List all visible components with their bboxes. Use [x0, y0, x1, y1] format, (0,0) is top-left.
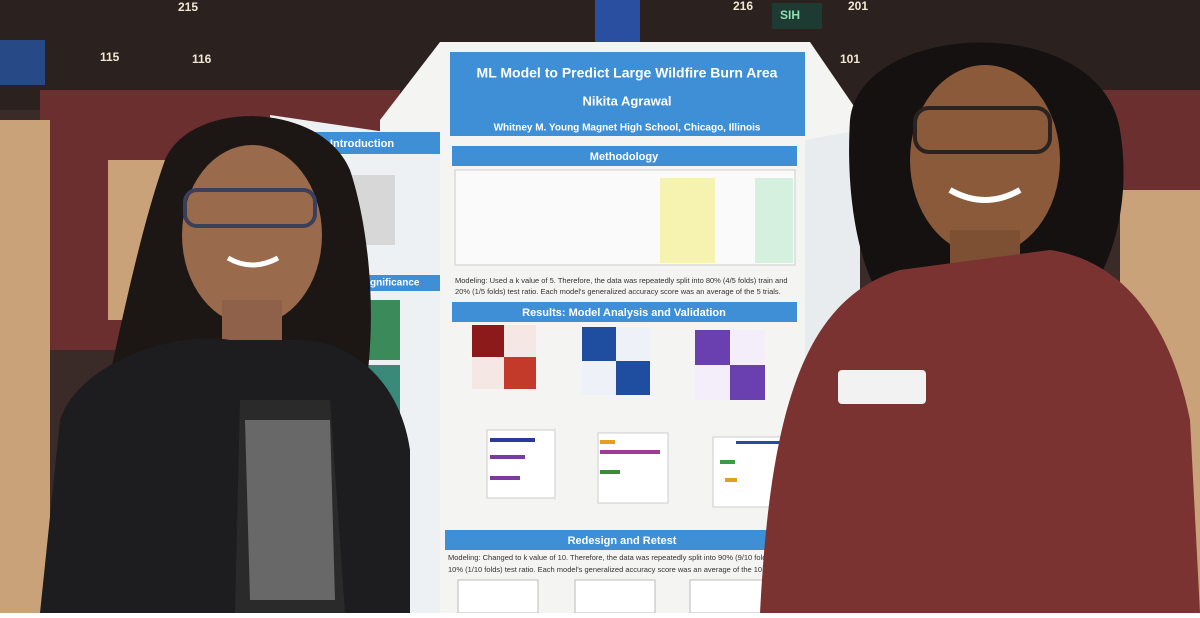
- section-heading: Results: Model Analysis and Validation: [522, 307, 726, 319]
- person-left: [40, 116, 410, 613]
- section-sign: 201: [848, 0, 868, 13]
- body-text: Modeling: Used a k value of 5. Therefore…: [455, 276, 788, 285]
- flowchart-lane: [755, 178, 793, 263]
- plot: [689, 579, 771, 614]
- importance-charts: [486, 429, 786, 508]
- poster-title: ML Model to Predict Large Wildfire Burn …: [477, 65, 778, 81]
- scoreboard: [772, 3, 822, 29]
- flowchart: [454, 169, 796, 266]
- plot: [574, 579, 656, 614]
- body-text: 20% (1/5 folds) test ratio. Each model's…: [455, 287, 781, 296]
- board-left: [0, 120, 50, 613]
- section-heading: Methodology: [590, 151, 659, 163]
- title-banner: [450, 52, 805, 136]
- section-heading: Significance: [361, 278, 420, 289]
- section-heading: Redesign and Retest: [568, 535, 677, 547]
- blue-banner: [595, 0, 640, 42]
- section-header: [445, 530, 800, 550]
- body-text: Modeling: Changed to k value of 10. Ther…: [448, 553, 804, 562]
- section-sign: 115: [100, 50, 120, 64]
- flowchart-lane: [660, 178, 715, 263]
- section-sign: 101: [840, 52, 860, 66]
- person-right: [760, 42, 1200, 613]
- scoreboard-text: SIH: [780, 8, 800, 22]
- poster-school: Whitney M. Young Magnet High School, Chi…: [494, 123, 761, 134]
- section-header: [452, 302, 797, 322]
- banner: [0, 40, 45, 85]
- plot: [457, 579, 539, 614]
- body-text: 10% (1/10 folds) test ratio. Each model'…: [448, 565, 767, 574]
- section-sign: 116: [192, 52, 212, 66]
- section-header: [452, 146, 797, 166]
- section-heading: Introduction: [330, 138, 394, 150]
- poster-author: Nikita Agrawal: [582, 93, 671, 108]
- section-sign: 215: [178, 0, 198, 14]
- confusion-matrices: [472, 325, 765, 400]
- section-sign: 216: [733, 0, 753, 13]
